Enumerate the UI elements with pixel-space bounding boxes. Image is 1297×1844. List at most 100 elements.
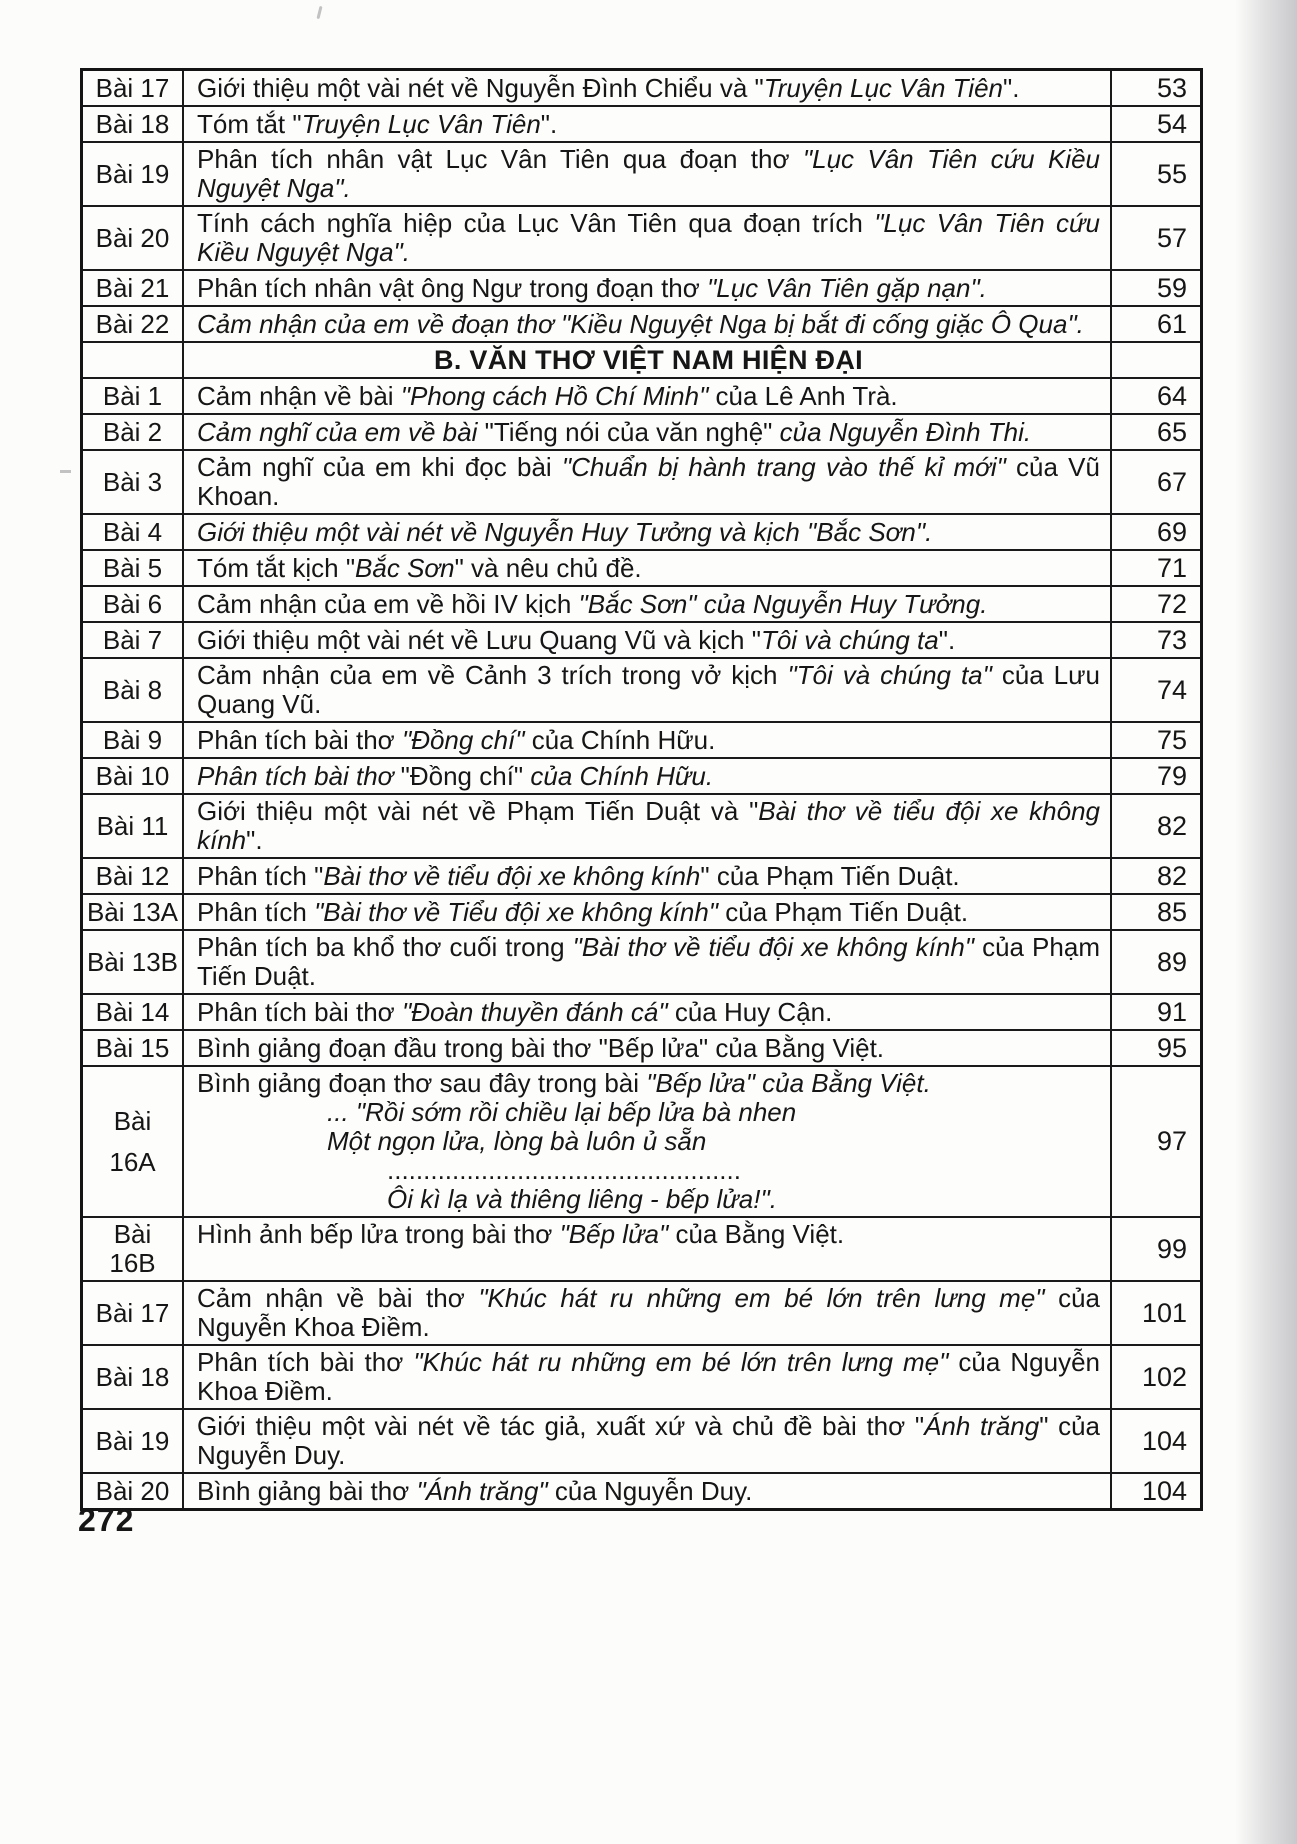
title-segment: Cảm nhận về bài	[197, 380, 401, 411]
lesson-label-line: Bài 2	[102, 416, 163, 447]
title-segment: "Lục Vân Tiên gặp nạn".	[707, 272, 987, 303]
title-segment: của Lê Anh Trà.	[715, 380, 898, 411]
lesson-title: Cảm nhận về bài "Phong cách Hồ Chí Minh"…	[184, 379, 1110, 413]
toc-row: Bài 19 Phân tích nhân vật Lục Vân Tiên qu…	[83, 143, 1200, 207]
lesson-title: Phân tích bài thơ "Khúc hát ru những em …	[184, 1346, 1110, 1408]
page-number: 57	[1110, 207, 1200, 269]
lesson-label: Bài 10	[83, 759, 184, 793]
lesson-label-line: Bài 7	[102, 624, 163, 655]
title-segment: Phân tích bài thơ	[197, 724, 402, 755]
title-segment: "Ánh trăng"	[416, 1475, 555, 1506]
title-segment: ".	[246, 825, 263, 855]
page-number: 69	[1110, 515, 1200, 549]
poem-line: Một ngọn lửa, lòng bà luôn ủ sẵn	[197, 1127, 1100, 1156]
title-segment: "Tiếng nói của văn nghệ"	[484, 416, 780, 447]
toc-row: Bài 16A Bình giảng đoạn thơ sau đây trong …	[83, 1067, 1200, 1218]
page-number: 91	[1110, 995, 1200, 1029]
lesson-label-line: Bài 18	[95, 1361, 170, 1392]
lesson-title: Phân tích nhân vật Lục Vân Tiên qua đoạn…	[184, 143, 1110, 205]
lesson-label: Bài 17	[83, 1282, 184, 1344]
title-line: Hình ảnh bếp lửa trong bài thơ "Bếp lửa"…	[197, 1220, 1100, 1249]
page-number: 55	[1110, 143, 1200, 205]
title-segment: Ôi kì lạ và thiêng liêng - bếp lửa!".	[387, 1184, 777, 1214]
lesson-label: Bài 20	[83, 1474, 184, 1508]
title-segment: của Nguyễn Đình Thi.	[779, 416, 1032, 447]
title-segment: của Nguyễn Khoa Điềm.	[197, 1347, 1100, 1406]
title-segment: Giới thiệu một vài nét về tác giả, xuất …	[197, 1411, 925, 1441]
toc-row: Bài 15 Bình giảng đoạn đầu trong bài thơ …	[83, 1031, 1200, 1067]
page-number-value: 61	[1156, 308, 1187, 339]
poem-line-deep: ........................................…	[197, 1156, 1100, 1185]
title-line: Giới thiệu một vài nét về tác giả, xuất …	[197, 1412, 1100, 1470]
lesson-label: Bài 20	[83, 207, 184, 269]
lesson-label-line: Bài 17	[95, 72, 170, 103]
lesson-label: Bài 13A	[83, 895, 184, 929]
lesson-title: Giới thiệu một vài nét về tác giả, xuất …	[184, 1410, 1110, 1472]
title-line: Giới thiệu một vài nét về Phạm Tiến Duật…	[197, 797, 1100, 855]
lesson-label: Bài 12	[83, 859, 184, 893]
lesson-title: Phân tích bài thơ "Đồng chí" của Chính H…	[184, 723, 1110, 757]
page-number: 99	[1110, 1218, 1200, 1280]
lesson-label-line: Bài 10	[95, 760, 170, 791]
page-number-value: 97	[1156, 1126, 1187, 1156]
page-number-value: 79	[1156, 760, 1187, 791]
title-line: Tính cách nghĩa hiệp của Lục Vân Tiên qu…	[197, 209, 1100, 267]
lesson-label-line: 16A	[109, 1146, 156, 1177]
title-segment: Phân tích "	[197, 860, 324, 891]
lesson-label-line: Bài 6	[102, 588, 163, 619]
lesson-title: Cảm nhận về bài thơ "Khúc hát ru những e…	[184, 1282, 1110, 1344]
title-line: Cảm nhận về bài "Phong cách Hồ Chí Minh"…	[197, 380, 1100, 411]
lesson-label-line: Bài 13A	[86, 896, 179, 927]
title-segment: "Đoàn thuyền đánh cá"	[401, 996, 675, 1027]
page-number-value: 82	[1156, 810, 1187, 841]
title-segment: Truyện Lục Vân Tiên	[763, 72, 1003, 103]
title-segment: "Khúc hát ru những em bé lớn trên lưng m…	[478, 1283, 1059, 1313]
lesson-label-line: Bài 21	[95, 272, 170, 303]
page-number-value: 104	[1141, 1475, 1187, 1506]
title-segment: "Bếp lửa"	[559, 1219, 676, 1249]
title-segment: Tôi và chúng ta	[760, 624, 939, 655]
title-segment: của Bằng Việt.	[675, 1219, 845, 1249]
title-segment: Bài thơ về tiểu đội xe không kính	[197, 796, 1100, 855]
scan-artifact	[316, 5, 323, 20]
title-segment: Phân tích	[197, 896, 315, 927]
page-number: 53	[1110, 71, 1200, 105]
toc-row: Bài 20 Bình giảng bài thơ "Ánh trăng" của…	[83, 1474, 1200, 1508]
lesson-label: Bài 19	[83, 1410, 184, 1472]
title-segment: Phân tích bài thơ	[197, 996, 402, 1027]
page-number: 101	[1110, 1282, 1200, 1344]
lesson-label: Bài 16B	[83, 1218, 184, 1280]
toc-row: Bài 13B Phân tích ba khổ thơ cuối trong "…	[83, 931, 1200, 995]
title-line: Bình giảng bài thơ "Ánh trăng" của Nguyễ…	[197, 1475, 1100, 1506]
lesson-label-line: 16B	[109, 1248, 156, 1278]
page-number: 73	[1110, 623, 1200, 657]
title-segment: Phân tích nhân vật Lục Vân Tiên qua đoạn…	[197, 144, 803, 174]
title-segment: Bình giảng đoạn thơ sau đây trong bài	[197, 1068, 647, 1098]
toc-row: Bài 18 Tóm tắt "Truyện Lục Vân Tiên". 54	[83, 107, 1200, 143]
lesson-title: Phân tích ba khổ thơ cuối trong "Bài thơ…	[184, 931, 1110, 993]
toc-row: Bài 20 Tính cách nghĩa hiệp của Lục Vân T…	[83, 207, 1200, 271]
toc-row: Bài 5 Tóm tắt kịch "Bắc Sơn" và nêu chủ đ…	[83, 551, 1200, 587]
lesson-label-line: Bài 5	[102, 552, 163, 583]
lesson-label: Bài 19	[83, 143, 184, 205]
page-number: 89	[1110, 931, 1200, 993]
toc-section-row: B. VĂN THƠ VIỆT NAM HIỆN ĐẠI	[83, 343, 1200, 379]
toc-table: Bài 17 Giới thiệu một vài nét về Nguyễn Đ…	[80, 68, 1203, 1511]
lesson-label: Bài 18	[83, 1346, 184, 1408]
toc-row: Bài 6 Cảm nhận của em về hồi IV kịch "Bắc…	[83, 587, 1200, 623]
lesson-label-line: Bài 20	[95, 222, 170, 253]
lesson-label: Bài 9	[83, 723, 184, 757]
page-number: 64	[1110, 379, 1200, 413]
page-number: 82	[1110, 859, 1200, 893]
toc-row: Bài 19 Giới thiệu một vài nét về tác giả,…	[83, 1410, 1200, 1474]
page-number-value: 95	[1156, 1032, 1187, 1063]
toc-row: Bài 18 Phân tích bài thơ "Khúc hát ru nhữ…	[83, 1346, 1200, 1410]
lesson-label-line: Bài 1	[102, 380, 163, 411]
page-number: 71	[1110, 551, 1200, 585]
page-number-value: 101	[1141, 1297, 1187, 1328]
lesson-label: Bài 16A	[83, 1067, 184, 1216]
title-line: Tóm tắt "Truyện Lục Vân Tiên".	[197, 109, 1100, 139]
lesson-label-line: Bài 22	[95, 308, 170, 339]
title-line: Giới thiệu một vài nét về Lưu Quang Vũ v…	[197, 624, 1100, 655]
page-number-value: 54	[1156, 108, 1187, 139]
